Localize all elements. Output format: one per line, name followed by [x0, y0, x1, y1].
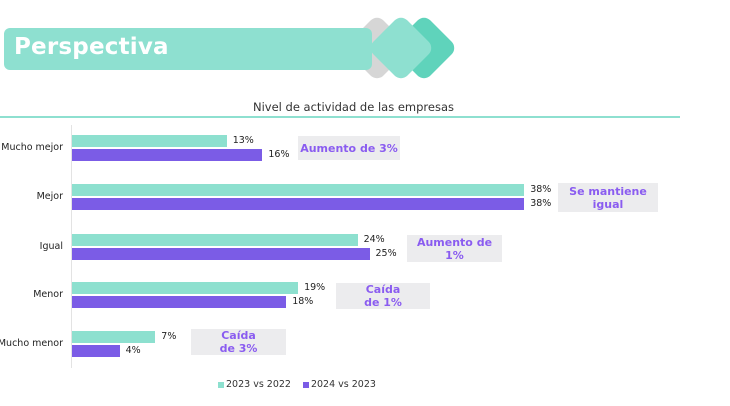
legend-item-2023: 2023 vs 2022: [218, 379, 291, 390]
bar-value-label: 4%: [125, 345, 141, 356]
change-callout: Caída de 1%: [336, 283, 430, 309]
callout-line-1: Se mantiene: [569, 184, 647, 198]
change-callout: Se mantiene igual: [558, 183, 658, 212]
bar-value-label: 38%: [530, 184, 552, 195]
callout-line-1: Aumento de: [416, 235, 493, 249]
legend-item-2024: 2024 vs 2023: [302, 379, 376, 390]
category-label: Mucho mejor: [1, 142, 63, 153]
title-banner: Perspectiva: [4, 28, 372, 70]
legend-swatch-teal: [218, 381, 224, 388]
legend-label: 2023 vs 2022: [226, 379, 291, 390]
legend-swatch-purple: [302, 381, 309, 388]
bar-2023-vs-2022: [72, 135, 227, 147]
callout-line-2: igual: [592, 197, 624, 211]
bar-value-label: 16%: [268, 149, 290, 160]
bar-2023-vs-2022: [72, 282, 299, 294]
callout-line-1: Caída: [365, 283, 401, 296]
category-label: Mucho menor: [0, 338, 63, 349]
change-callout: Caída de 3%: [191, 329, 286, 355]
bar-value-label: 25%: [375, 248, 397, 259]
legend: 2023 vs 2022 2024 vs 2023: [218, 379, 376, 390]
legend-label: 2024 vs 2023: [310, 379, 376, 390]
callout-line-1: Caída: [221, 329, 256, 342]
bar-value-label: 18%: [292, 296, 314, 307]
page-title: Perspectiva: [14, 34, 169, 60]
bar-value-label: 7%: [161, 331, 177, 342]
bar-2024-vs-2023: [72, 248, 370, 260]
bar-2023-vs-2022: [72, 331, 156, 343]
callout-text: Se mantiene igual: [569, 185, 647, 211]
bar-2024-vs-2023: [72, 198, 525, 210]
bar-2023-vs-2022: [72, 234, 358, 246]
category-label: Igual: [39, 241, 63, 252]
change-callout: Aumento de 1%: [407, 235, 502, 262]
bar-value-label: 24%: [363, 234, 385, 245]
callout-text: Caída de 1%: [364, 283, 402, 309]
callout-line-2: de 3%: [219, 342, 258, 355]
change-callout: Aumento de 3%: [298, 136, 400, 160]
bar-value-label: 19%: [304, 282, 326, 293]
category-label: Mejor: [36, 191, 63, 202]
title-divider: [0, 116, 680, 118]
callout-text: Aumento de 1%: [417, 236, 492, 262]
bar-2024-vs-2023: [72, 296, 287, 308]
bar-value-label: 38%: [530, 198, 552, 209]
category-label: Menor: [33, 289, 63, 300]
bar-2023-vs-2022: [72, 184, 525, 196]
callout-line-1: Aumento de 3%: [300, 141, 398, 155]
bar-2024-vs-2023: [72, 345, 120, 357]
callout-text: Caída de 3%: [220, 329, 258, 355]
bar-value-label: 13%: [232, 135, 254, 146]
callout-text: Aumento de 3%: [300, 142, 398, 155]
callout-line-2: de 1%: [364, 296, 402, 309]
callout-line-2: 1%: [445, 248, 464, 262]
y-axis-line: [71, 125, 72, 368]
bar-2024-vs-2023: [72, 149, 263, 161]
chart-title: Nivel de actividad de las empresas: [253, 100, 455, 114]
